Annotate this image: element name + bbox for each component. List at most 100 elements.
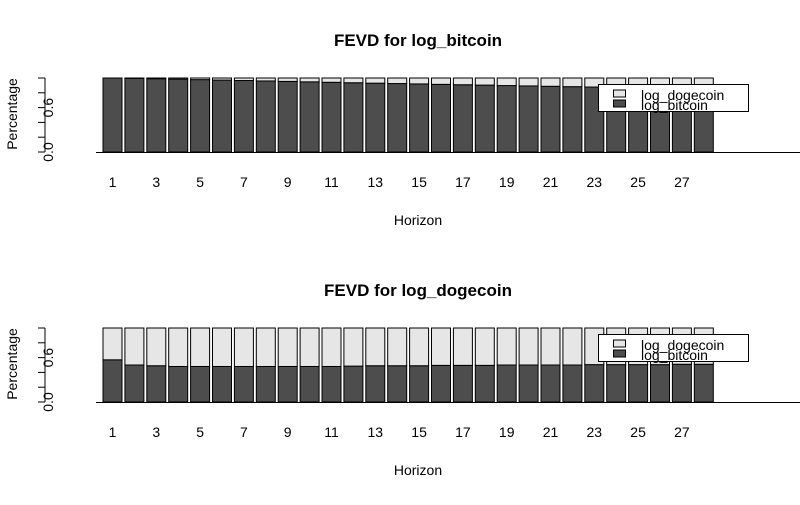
bar-log_bitcoin-h15: [410, 84, 429, 152]
legend-label-log_bitcoin: log_bitcoin: [641, 97, 708, 113]
bar-log_bitcoin-h2: [125, 78, 144, 152]
x-tick-label: 1: [109, 174, 117, 190]
bar-log_dogecoin-h4: [169, 78, 188, 79]
x-tick-label: 5: [196, 424, 204, 440]
x-tick-label: 21: [543, 174, 559, 190]
bar-log_bitcoin-h26: [651, 365, 670, 402]
x-tick-label: 15: [411, 424, 427, 440]
bar-log_dogecoin-h6: [213, 78, 232, 80]
x-tick-label: 9: [284, 174, 292, 190]
bar-log_dogecoin-h20: [519, 78, 538, 86]
bar-log_dogecoin-h3: [147, 328, 166, 366]
bar-log_dogecoin-h4: [169, 328, 188, 366]
bar-log_bitcoin-h24: [607, 365, 626, 402]
bar-log_bitcoin-h7: [234, 366, 253, 402]
bar-log_bitcoin-h22: [563, 87, 582, 152]
y-tick-label: 0.0: [40, 142, 56, 162]
x-tick-label: 7: [240, 174, 248, 190]
legend-swatch-log_dogecoin: [614, 340, 626, 347]
bar-log_bitcoin-h12: [344, 83, 363, 152]
bar-log_bitcoin-h2: [125, 365, 144, 402]
legend-label-log_bitcoin: log_bitcoin: [641, 347, 708, 363]
bar-log_bitcoin-h13: [366, 83, 385, 152]
bar-log_dogecoin-h8: [256, 78, 275, 81]
bar-log_dogecoin-h21: [541, 328, 560, 365]
bar-log_bitcoin-h6: [213, 80, 232, 152]
bar-log_bitcoin-h19: [497, 86, 516, 152]
bar-log_dogecoin-h15: [410, 328, 429, 366]
x-tick-label: 11: [324, 174, 339, 190]
bar-log_bitcoin-h3: [147, 79, 166, 152]
x-tick-label: 13: [368, 174, 384, 190]
legend-swatch-log_dogecoin: [614, 90, 626, 97]
bar-log_dogecoin-h7: [234, 328, 253, 366]
bar-log_dogecoin-h11: [322, 78, 341, 82]
bar-log_bitcoin-h14: [388, 84, 407, 152]
bar-log_bitcoin-h23: [585, 365, 604, 402]
x-tick-label: 19: [499, 174, 515, 190]
bar-log_bitcoin-h25: [629, 365, 648, 402]
bar-log_bitcoin-h4: [169, 366, 188, 402]
bar-log_bitcoin-h9: [278, 366, 297, 402]
bar-log_bitcoin-h22: [563, 365, 582, 402]
x-tick-label: 9: [284, 424, 292, 440]
chart-title: FEVD for log_dogecoin: [324, 281, 512, 300]
bar-log_bitcoin-h16: [432, 84, 451, 152]
bar-log_dogecoin-h2: [125, 328, 144, 365]
bar-log_dogecoin-h5: [191, 78, 210, 80]
x-tick-label: 25: [630, 424, 646, 440]
x-axis-label: Horizon: [394, 462, 442, 478]
bar-log_bitcoin-h5: [191, 366, 210, 402]
bar-log_dogecoin-h12: [344, 78, 363, 83]
bar-log_dogecoin-h13: [366, 328, 385, 366]
y-tick-label: 0.6: [40, 348, 56, 368]
bar-log_dogecoin-h21: [541, 78, 560, 86]
bar-log_dogecoin-h6: [213, 328, 232, 366]
bar-log_bitcoin-h28: [694, 364, 713, 402]
x-tick-label: 3: [152, 174, 160, 190]
bar-log_dogecoin-h9: [278, 328, 297, 366]
bar-log_dogecoin-h5: [191, 328, 210, 366]
x-axis-label: Horizon: [394, 212, 442, 228]
bar-log_dogecoin-h19: [497, 78, 516, 86]
bar-log_dogecoin-h10: [300, 78, 319, 82]
x-tick-label: 27: [674, 424, 690, 440]
x-tick-label: 21: [543, 424, 559, 440]
bar-log_bitcoin-h10: [300, 82, 319, 152]
bar-log_bitcoin-h27: [672, 364, 691, 402]
bar-log_dogecoin-h14: [388, 78, 407, 84]
bar-log_dogecoin-h16: [432, 328, 451, 365]
x-tick-label: 17: [455, 424, 471, 440]
bar-log_bitcoin-h20: [519, 365, 538, 402]
bar-log_bitcoin-h19: [497, 365, 516, 402]
bar-log_bitcoin-h21: [541, 86, 560, 152]
bar-log_dogecoin-h22: [563, 328, 582, 365]
bar-log_bitcoin-h4: [169, 79, 188, 152]
y-tick-label: 0.0: [40, 392, 56, 412]
bar-log_bitcoin-h15: [410, 366, 429, 402]
bar-log_bitcoin-h3: [147, 366, 166, 402]
bar-log_dogecoin-h7: [234, 78, 253, 81]
bar-log_bitcoin-h8: [256, 366, 275, 402]
bar-log_dogecoin-h22: [563, 78, 582, 87]
bar-log_bitcoin-h14: [388, 366, 407, 402]
bar-log_dogecoin-h11: [322, 328, 341, 366]
bar-log_bitcoin-h5: [191, 80, 210, 152]
x-tick-label: 23: [587, 174, 603, 190]
legend-swatch-log_bitcoin: [614, 350, 626, 357]
bar-log_dogecoin-h18: [475, 78, 494, 85]
bar-log_dogecoin-h12: [344, 328, 363, 366]
x-tick-label: 25: [630, 174, 646, 190]
bar-log_bitcoin-h7: [234, 81, 253, 152]
x-tick-label: 11: [324, 424, 339, 440]
bar-log_bitcoin-h20: [519, 86, 538, 152]
bar-log_bitcoin-h11: [322, 366, 341, 402]
x-tick-label: 1: [109, 424, 117, 440]
bar-log_bitcoin-h13: [366, 366, 385, 402]
